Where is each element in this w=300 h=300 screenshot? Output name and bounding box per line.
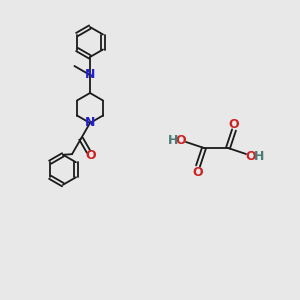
Text: O: O xyxy=(229,118,239,130)
Text: N: N xyxy=(85,116,95,130)
Text: N: N xyxy=(85,68,95,82)
Text: H: H xyxy=(168,134,178,146)
Text: O: O xyxy=(85,149,96,162)
Text: O: O xyxy=(193,166,203,178)
Text: O: O xyxy=(176,134,186,146)
Text: H: H xyxy=(254,149,264,163)
Text: O: O xyxy=(246,149,256,163)
